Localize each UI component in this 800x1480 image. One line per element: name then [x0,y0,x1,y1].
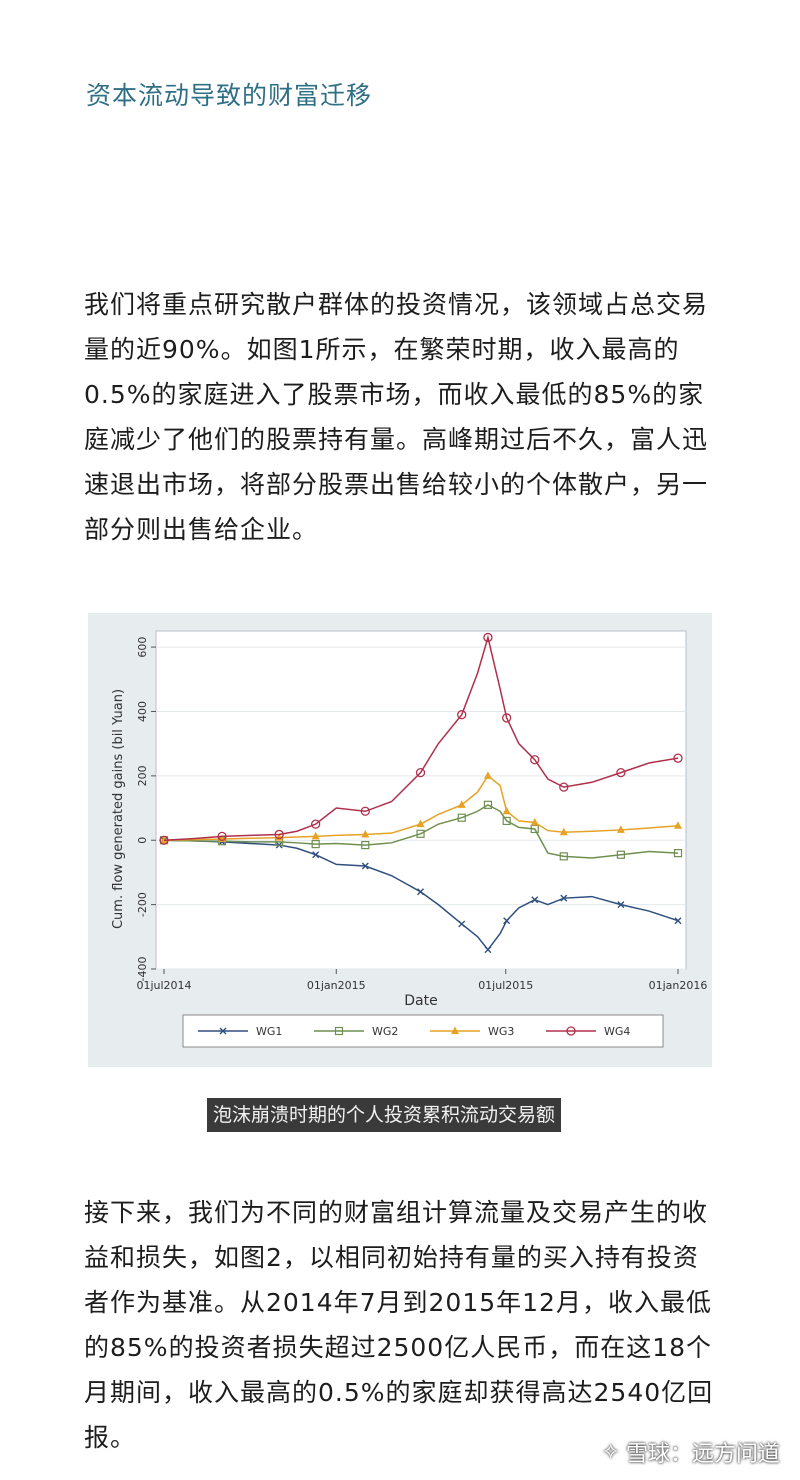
data-point [311,840,320,849]
data-point [674,821,682,829]
y-tick-label: 0 [136,837,149,844]
data-point [531,896,539,904]
data-point [416,819,425,828]
data-point [673,753,683,763]
article-heading: 资本流动导致的财富迁移 [86,81,373,110]
data-point [617,901,625,909]
y-tick-label: -400 [136,957,149,982]
data-point [483,771,492,779]
data-point [311,831,320,840]
data-point [673,849,683,858]
data-point [361,862,369,870]
data-point [559,852,568,861]
legend-marker [566,1026,576,1036]
data-point [559,827,568,836]
data-point [674,917,682,925]
data-point [502,806,511,815]
legend-marker [334,1026,344,1036]
data-point [312,851,320,859]
data-point [484,946,492,954]
y-tick-label: 400 [136,701,149,722]
legend-marker [451,1026,459,1034]
watermark: ✧ 雪球：远方问道 [602,1436,780,1468]
y-tick-label: -200 [136,892,149,917]
flow-gains-chart: -400 -200 0 200 400 600 01jul2014 01jan2015 01j… [111,630,708,1048]
x-tick-label: 01jan2016 [649,979,708,992]
data-point [502,816,511,826]
data-point [483,800,493,809]
data-point [616,850,625,859]
x-tick-label: 01jul2015 [478,979,533,992]
watermark-text: 雪球：远方问道 [625,1442,780,1467]
data-point [311,819,321,829]
y-axis-label: Cum. flow generated gains (bil Yuan) [111,689,126,929]
x-axis-label: Date [404,993,437,1009]
article-paragraph-2: 接下来，我们为不同的财富组计算流量及交易产生的收益和损失，如图2，以相同初始持有… [84,1198,714,1452]
data-point [530,755,540,765]
legend-label: WG2 [372,1025,398,1038]
plot-area [155,630,687,970]
y-tick-label: 600 [136,637,149,658]
snowball-logo-icon: ✧ [601,1439,620,1465]
data-point [217,831,227,842]
data-point [616,767,626,778]
series-wg4 [159,632,683,845]
data-point [417,888,425,896]
legend-marker [219,1027,227,1035]
data-point [415,767,426,778]
data-point [483,632,493,643]
legend-label: WG1 [256,1025,282,1038]
legend-item-wg2: WG2 [314,1025,398,1038]
y-tick-label: 200 [136,765,149,786]
data-point [274,829,284,840]
data-point [616,825,625,833]
data-point [275,833,284,841]
article-paragraph-1: 我们将重点研究散户群体的投资情况，该领域占总交易量的近90%。如图1所示，在繁荣… [84,290,709,544]
data-point [560,894,568,902]
chart-figure: -400 -200 0 200 400 600 01jul2014 01jan2015 01j… [88,613,712,1067]
data-point [361,829,370,838]
data-point [457,800,466,808]
data-point [361,840,370,850]
data-point [159,835,169,845]
data-point [457,710,467,720]
data-point [530,818,539,826]
legend-label: WG4 [604,1025,630,1038]
legend-label: WG3 [488,1025,514,1038]
data-point [458,920,466,928]
figure-caption: 泡沫崩溃时期的个人投资累积流动交易额 [207,1098,562,1132]
data-point [502,713,512,723]
data-point [559,782,569,792]
legend-item-wg3: WG3 [430,1025,514,1038]
series-line [163,634,679,841]
data-point [416,829,425,838]
x-tick-label: 01jan2015 [307,979,366,992]
data-point [457,813,466,822]
legend-item-wg1: WG1 [198,1025,282,1038]
series-line [163,803,679,859]
data-point [503,917,511,925]
x-tick-label: 01jul2014 [136,979,191,992]
data-point [360,806,370,816]
legend-item-wg4: WG4 [546,1025,630,1038]
